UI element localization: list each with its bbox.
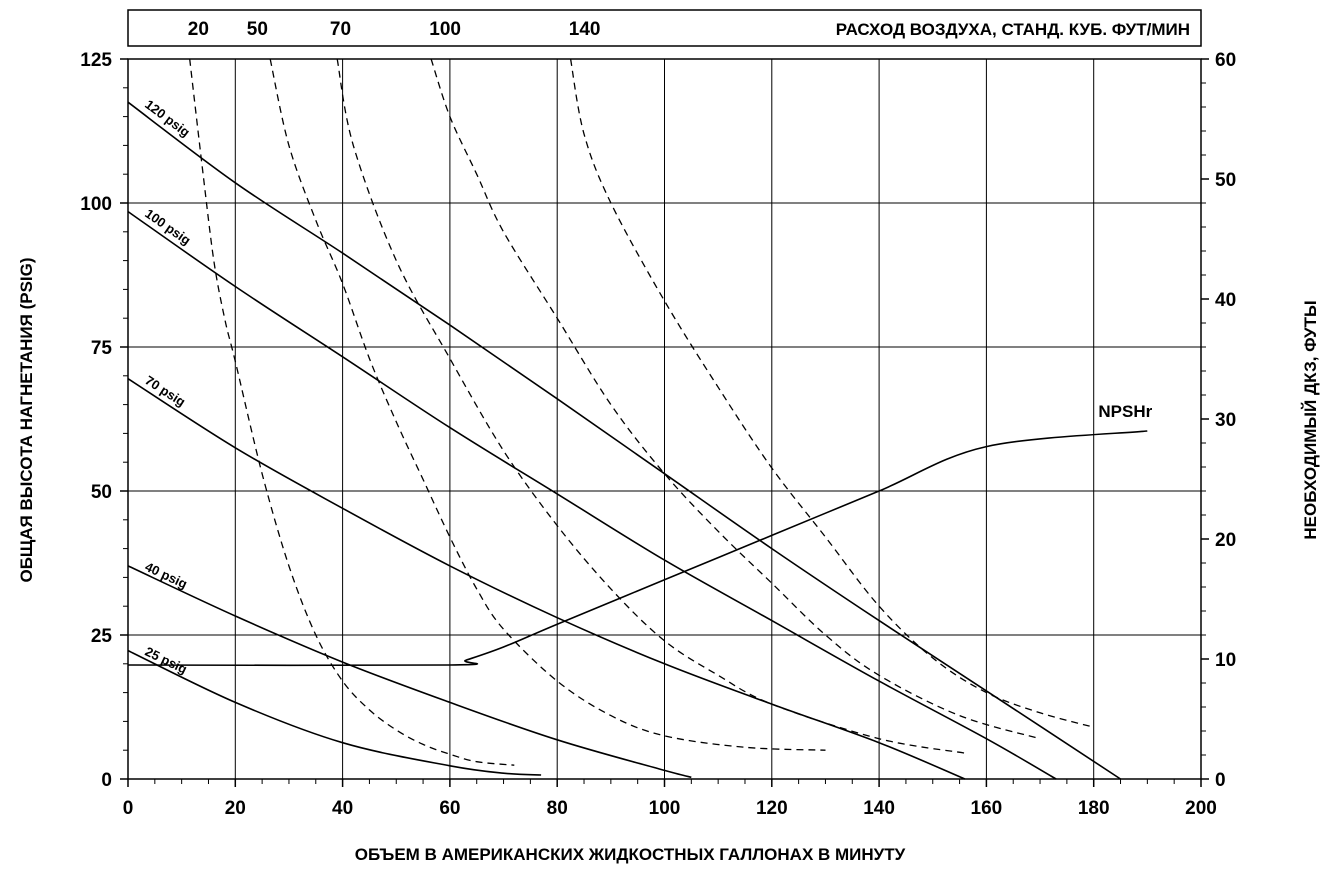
- x-tick-label: 40: [332, 798, 353, 819]
- y-left-tick-label: 125: [80, 50, 112, 71]
- x-tick-label: 180: [1078, 798, 1110, 819]
- y-left-tick-label: 100: [80, 194, 112, 215]
- y-right-tick-label: 40: [1215, 290, 1236, 311]
- x-tick-label: 80: [547, 798, 568, 819]
- y-right-tick-label: 20: [1215, 530, 1236, 551]
- grid: [128, 59, 1201, 779]
- air-curve-50: [269, 58, 826, 751]
- air-curve-100: [430, 58, 1041, 740]
- x-tick-label: 0: [123, 798, 134, 819]
- pressure-curve: [127, 378, 966, 780]
- y-right-tick-label: 10: [1215, 650, 1236, 671]
- y-left-tick-label: 75: [91, 338, 113, 359]
- air-tick-label: 50: [247, 19, 268, 40]
- pressure-curve: [127, 565, 692, 779]
- pressure-curve: [127, 101, 1121, 780]
- y-right-tick-label: 60: [1215, 50, 1236, 71]
- air-tick-label: 70: [330, 19, 351, 40]
- x-tick-label: 200: [1185, 798, 1217, 819]
- air-consumption-curves: [189, 58, 1094, 766]
- npshr-label: NPSHr: [1098, 402, 1152, 421]
- npshr-line: [127, 430, 1148, 667]
- pressure-curve-label: 25 psig: [143, 644, 190, 677]
- y-left-tick-label: 25: [91, 626, 113, 647]
- x-tick-label: 20: [225, 798, 246, 819]
- x-axis-title: ОБЪЕМ В АМЕРИКАНСКИХ ЖИДКОСТНЫХ ГАЛЛОНАХ…: [355, 845, 906, 864]
- air-tick-label: 100: [429, 19, 461, 40]
- y-axis-right-title: НЕОБХОДИМЫЙ ДКЗ, ФУТЫ: [1301, 300, 1320, 539]
- pressure-curve: [127, 649, 542, 776]
- y-axis-left-title: ОБЩАЯ ВЫСОТА НАГНЕТАНИЯ (PSIG): [17, 257, 36, 582]
- pressure-curve: [127, 210, 1057, 780]
- axis-ticks: 0 20 40 60 80 100 120 140 160 180 2000255075100125…: [80, 50, 1236, 819]
- air-scale-ticks: 20 50 70 100 140: [188, 19, 601, 40]
- x-tick-label: 140: [863, 798, 895, 819]
- air-scale-title: РАСХОД ВОЗДУХА, СТАНД. КУБ. ФУТ/МИН: [836, 20, 1190, 39]
- air-tick-label: 140: [569, 19, 601, 40]
- x-tick-label: 100: [649, 798, 681, 819]
- x-tick-label: 60: [439, 798, 460, 819]
- air-curve-70: [336, 58, 966, 754]
- pressure-curve-label: 40 psig: [143, 559, 190, 592]
- y-right-tick-label: 50: [1215, 170, 1236, 191]
- y-right-tick-label: 30: [1215, 410, 1236, 431]
- x-tick-label: 120: [756, 798, 788, 819]
- air-tick-label: 20: [188, 19, 209, 40]
- air-scale-box: [127, 9, 1202, 47]
- npshr-curve: NPSHr: [127, 402, 1153, 667]
- y-right-tick-label: 0: [1215, 770, 1226, 791]
- air-curve-20: [189, 58, 515, 766]
- y-left-tick-label: 50: [91, 482, 112, 503]
- x-tick-label: 160: [971, 798, 1003, 819]
- y-left-tick-label: 0: [101, 770, 112, 791]
- air-curve-140: [569, 58, 1094, 728]
